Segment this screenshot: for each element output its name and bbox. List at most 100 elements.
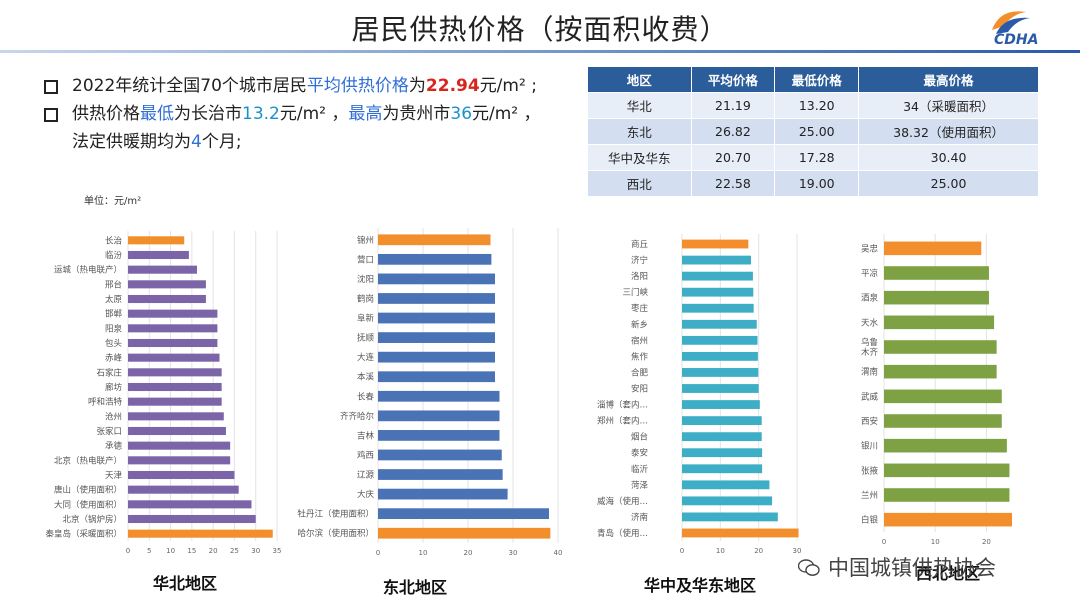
page-title: 居民供热价格（按面积收费） (351, 13, 729, 46)
category-label: 大同（使用面积） (54, 499, 122, 510)
table-cell: 38.32（使用面积） (858, 118, 1039, 145)
x-tick-label: 10 (931, 538, 940, 546)
bullet-text: 元/m² ， (472, 104, 541, 124)
bar (682, 400, 760, 409)
x-tick-label: 20 (754, 547, 763, 555)
category-label: 西安 (861, 416, 878, 427)
table-cell: 25.00 (858, 170, 1039, 197)
x-tick-label: 0 (126, 547, 130, 555)
category-label: 长治 (105, 235, 123, 246)
bar (378, 371, 495, 383)
table-cell: 30.40 (858, 144, 1039, 171)
category-label: 赤峰 (105, 353, 123, 364)
bar (682, 368, 759, 377)
x-tick-label: 0 (882, 538, 886, 546)
table-cell: 13.20 (774, 92, 860, 119)
category-label: 北京（热电联产） (54, 455, 122, 466)
table-cell: 19.00 (774, 170, 860, 197)
x-tick-label: 40 (554, 549, 563, 557)
x-tick-label: 20 (982, 538, 991, 546)
highest-value: 36 (450, 104, 473, 124)
category-label: 哈尔滨（使用面积） (297, 528, 374, 539)
category-label: 三门峡 (622, 287, 648, 298)
category-label: 济南 (631, 512, 648, 523)
bar (682, 255, 751, 265)
bar (128, 382, 222, 392)
bar (128, 236, 185, 245)
category-label: 邯郸 (105, 309, 123, 320)
category-label: 青岛（使用… (597, 528, 648, 539)
category-label: 北京（锅炉房） (62, 514, 122, 525)
column-header: 最高价格 (858, 66, 1039, 93)
category-label: 秦皇岛（采暖面积） (45, 529, 122, 540)
category-label: 抚顺 (357, 333, 375, 344)
category-label: 辽源 (357, 471, 375, 481)
bar (682, 448, 763, 458)
bar (682, 335, 758, 345)
bar (128, 338, 218, 348)
bullet-text: 2022年统计全国70个城市居民 (72, 76, 307, 96)
category-label: 包头 (105, 338, 123, 349)
category-label: 邢台 (105, 279, 122, 290)
bar (128, 250, 189, 260)
category-label: 宿州 (631, 335, 648, 346)
bar (884, 512, 1012, 527)
bullet-text: 为贵州市 (382, 104, 451, 124)
bar (128, 412, 224, 421)
bullet-text: 供热价格 (72, 104, 140, 124)
category-label: 齐齐哈尔 (340, 411, 375, 422)
category-label: 承德 (105, 441, 123, 452)
key-points: 2022年统计全国70个城市居民平均供热价格为22.94元/m² ; 供热价格最… (44, 72, 584, 156)
category-label: 临沂 (631, 464, 649, 475)
category-label: 呼和浩特 (88, 397, 123, 408)
bar (884, 290, 989, 305)
category-label: 合肥 (631, 367, 649, 378)
bar (884, 438, 1007, 453)
category-label: 商丘 (631, 239, 649, 250)
category-label: 银川 (861, 441, 878, 452)
table-cell: 25.00 (774, 118, 860, 145)
category-label: 菏泽 (631, 480, 649, 491)
logo-text: CDHA (994, 32, 1038, 48)
bar (128, 500, 252, 509)
bar (128, 397, 222, 406)
bar (378, 488, 508, 500)
bar (128, 265, 197, 274)
bar (128, 441, 231, 450)
highest-label: 最高 (348, 104, 383, 124)
bar (884, 463, 1010, 478)
bar (378, 293, 495, 304)
table-cell: 17.28 (774, 144, 860, 171)
bar (682, 239, 749, 249)
bar (128, 294, 206, 304)
table-cell: 西北 (587, 170, 692, 197)
bar (128, 353, 220, 362)
title-divider (0, 50, 1080, 53)
bar (378, 312, 495, 324)
bar (884, 488, 1010, 502)
category-label: 长春 (357, 391, 375, 402)
bar (378, 351, 495, 363)
table-cell: 22.58 (690, 170, 776, 197)
category-label: 鸡西 (357, 450, 374, 461)
category-label: 大连 (357, 352, 375, 363)
category-label: 营口 (357, 254, 374, 265)
unit-label: 单位：元/m² (84, 196, 142, 207)
bar (378, 430, 500, 441)
bullet-marker (44, 80, 58, 94)
x-tick-label: 10 (166, 547, 175, 555)
category-label: 渭南 (861, 367, 878, 378)
category-label: 泰安 (631, 448, 648, 459)
category-label: 天水 (861, 317, 879, 328)
bar (682, 512, 778, 522)
category-label: 洛阳 (631, 271, 648, 282)
table-cell: 东北 (587, 118, 692, 145)
avg-price-label: 平均供热价格 (306, 76, 409, 96)
bullet-text: 为 (408, 76, 426, 96)
x-tick-label: 15 (187, 547, 196, 555)
bar (884, 389, 1002, 404)
bar (378, 273, 495, 285)
bar (378, 253, 492, 265)
category-label: 唐山（使用面积） (54, 485, 122, 496)
category-label: 张掖 (861, 465, 879, 476)
